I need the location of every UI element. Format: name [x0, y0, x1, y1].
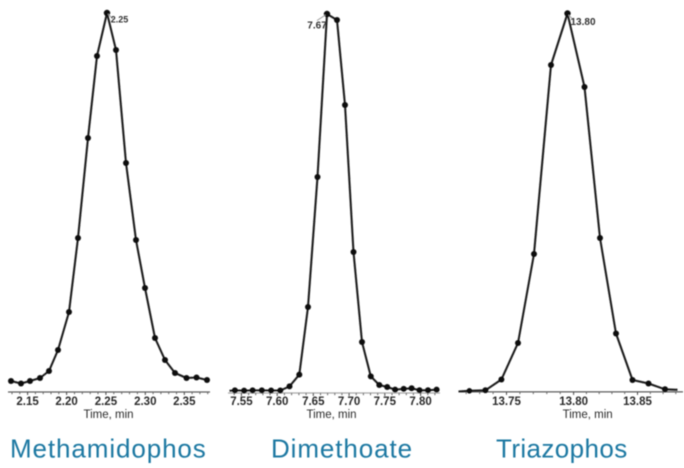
- svg-text:2.15: 2.15: [16, 396, 39, 408]
- svg-text:13.80: 13.80: [559, 396, 588, 408]
- svg-text:7.67: 7.67: [307, 21, 327, 32]
- svg-text:2.20: 2.20: [55, 396, 77, 408]
- svg-text:7.65: 7.65: [302, 396, 325, 408]
- svg-text:13.80: 13.80: [571, 17, 596, 28]
- svg-text:7.75: 7.75: [374, 396, 397, 408]
- svg-text:13.85: 13.85: [623, 396, 652, 408]
- svg-text:Time, min: Time, min: [83, 409, 133, 421]
- svg-text:7.80: 7.80: [409, 396, 431, 408]
- svg-text:7.55: 7.55: [230, 396, 253, 408]
- svg-text:Dimethoate: Dimethoate: [271, 434, 413, 464]
- svg-text:7.70: 7.70: [338, 396, 360, 408]
- svg-text:2.25: 2.25: [95, 396, 118, 408]
- svg-text:Time, min: Time, min: [306, 409, 356, 421]
- svg-text:2.30: 2.30: [134, 396, 156, 408]
- svg-text:Methamidophos: Methamidophos: [10, 434, 207, 464]
- svg-text:Triazophos: Triazophos: [496, 434, 628, 464]
- svg-text:7.60: 7.60: [266, 396, 288, 408]
- svg-text:Time, min: Time, min: [563, 409, 613, 421]
- svg-text:2.25: 2.25: [111, 15, 129, 25]
- svg-text:2.35: 2.35: [173, 396, 196, 408]
- svg-text:13.75: 13.75: [492, 396, 521, 408]
